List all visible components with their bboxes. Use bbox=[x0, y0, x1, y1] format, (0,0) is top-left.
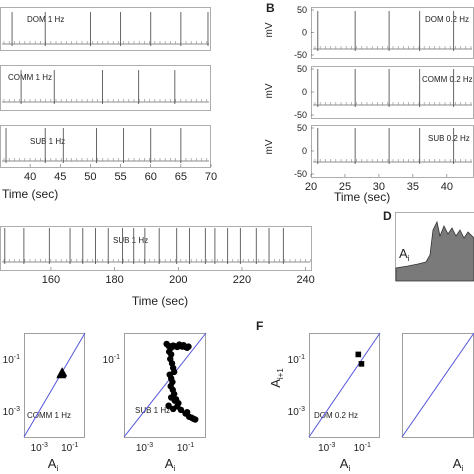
trace-annotation: DOM 1 Hz bbox=[27, 15, 64, 24]
return-map-dom-02hz: DOM 0.2 Hz Ai Ai+1 10-3 10-1 10-1 10-3 bbox=[268, 332, 381, 473]
scatter-annotation: SUB 1 Hz bbox=[135, 406, 170, 415]
x-tick-label: 10-1 bbox=[61, 442, 78, 454]
x-axis-label: Time (sec) bbox=[334, 190, 390, 204]
x-axis-label: Ai bbox=[340, 456, 351, 473]
y-tick-label: 0 bbox=[302, 87, 307, 97]
data-point bbox=[165, 402, 172, 409]
identity-line bbox=[123, 332, 207, 438]
y-tick-label: -50 bbox=[294, 169, 307, 179]
data-point bbox=[192, 416, 199, 423]
x-tick-label: 40 bbox=[24, 171, 36, 183]
y-tick-label: 10-1 bbox=[3, 354, 20, 366]
panel-label-b: B bbox=[266, 1, 275, 15]
identity-line bbox=[23, 332, 86, 438]
trace-panel-comm-1hz: COMM 1 Hz bbox=[0, 65, 211, 111]
x-axis-label: Time (sec) bbox=[132, 294, 188, 308]
scatter-annotation: COMM 1 Hz bbox=[27, 411, 71, 420]
x-tick-label: 50 bbox=[84, 171, 96, 183]
plot-frame bbox=[311, 125, 474, 178]
x-tick-label: 60 bbox=[145, 171, 157, 183]
data-point bbox=[355, 351, 362, 358]
plot-frame bbox=[0, 226, 312, 271]
y-axis-label: mV bbox=[264, 139, 275, 154]
x-tick-label: 10-3 bbox=[136, 442, 153, 454]
plot-frame bbox=[0, 65, 211, 111]
y-tick-label: -50 bbox=[294, 50, 307, 60]
return-map-comm-02hz: Ai bbox=[401, 332, 474, 473]
trace-panel-dom-02hz: DOM 0.2 Hz mV 50 0 -50 bbox=[264, 5, 474, 60]
x-axis-label: Ai bbox=[453, 456, 464, 473]
panel-label-d: D bbox=[383, 209, 392, 223]
data-point bbox=[185, 343, 192, 350]
x-tick-label: 30 bbox=[373, 181, 385, 193]
x-tick-label: 200 bbox=[169, 274, 187, 286]
y-axis-label: mV bbox=[264, 83, 275, 98]
data-point bbox=[57, 367, 68, 377]
data-point bbox=[183, 408, 191, 416]
x-tick-label: 45 bbox=[54, 171, 66, 183]
trace-annotation: DOM 0.2 Hz bbox=[425, 15, 469, 24]
x-tick-label: 160 bbox=[42, 274, 60, 286]
plot-frame bbox=[311, 7, 474, 59]
y-tick-label: 50 bbox=[297, 64, 307, 74]
x-tick-label: 220 bbox=[233, 274, 251, 286]
x-tick-label: 35 bbox=[407, 181, 419, 193]
y-tick-label: -50 bbox=[294, 110, 307, 120]
amplitude-panel: Ai bbox=[395, 212, 474, 282]
y-tick-label: 0 bbox=[302, 28, 307, 38]
x-tick-label: 10-1 bbox=[354, 442, 371, 454]
amplitude-area bbox=[395, 220, 474, 282]
trace-panel-sub-02hz: SUB 0.2 Hz mV Time (sec) 50 0 -50 20 25 30 35 4… bbox=[264, 123, 474, 204]
return-map-comm-1hz: COMM 1 Hz Ai 10-3 10-1 10-1 10-3 bbox=[3, 332, 86, 473]
y-tick-label: 50 bbox=[297, 5, 307, 15]
x-tick-label: 20 bbox=[305, 181, 317, 193]
plot-frame bbox=[311, 66, 474, 119]
trace-annotation: COMM 0.2 Hz bbox=[422, 75, 473, 84]
data-point bbox=[172, 396, 180, 403]
x-tick-label: 70 bbox=[205, 171, 217, 183]
x-axis-label: Time (sec) bbox=[2, 187, 58, 201]
x-tick-label: 180 bbox=[105, 274, 123, 286]
y-tick-label: 0 bbox=[302, 146, 307, 156]
y-tick-label: 10-3 bbox=[3, 406, 20, 418]
scatter-annotation: DOM 0.2 Hz bbox=[314, 411, 358, 420]
x-tick-label: 10-3 bbox=[318, 442, 335, 454]
trace-annotation: SUB 1 Hz bbox=[113, 236, 148, 245]
trace-panel-sub-long: SUB 1 Hz Time (sec) 160 180 200 220 240 bbox=[0, 226, 315, 308]
trace-panel-dom-1hz: DOM 1 Hz bbox=[0, 7, 211, 51]
trace-annotation: SUB 1 Hz bbox=[30, 137, 65, 146]
y-tick-label: 10-1 bbox=[103, 354, 120, 366]
amplitude-label: Ai bbox=[399, 246, 410, 263]
y-axis-label: Ai+1 bbox=[268, 368, 285, 388]
y-tick-label: 10-1 bbox=[288, 354, 305, 366]
identity-line bbox=[308, 332, 381, 438]
x-axis-label: Ai bbox=[48, 456, 59, 473]
data-point bbox=[177, 406, 185, 414]
trace-annotation: COMM 1 Hz bbox=[8, 73, 52, 82]
x-tick-label: 240 bbox=[296, 274, 314, 286]
trace-annotation: SUB 0.2 Hz bbox=[428, 134, 470, 143]
x-tick-label: 65 bbox=[175, 171, 187, 183]
x-tick-label: 55 bbox=[114, 171, 126, 183]
identity-line bbox=[401, 332, 474, 438]
trace-panel-sub-1hz: SUB 1 Hz Time (sec) 40 45 50 55 60 65 70 bbox=[0, 125, 217, 201]
x-axis-label: Ai bbox=[165, 456, 176, 473]
y-tick-label: 10-3 bbox=[288, 406, 305, 418]
return-map-sub-1hz: SUB 1 Hz Ai 10-3 10-1 10-1 bbox=[103, 332, 207, 473]
x-tick-label: 10-3 bbox=[31, 442, 48, 454]
x-tick-label: 25 bbox=[339, 181, 351, 193]
trace-panel-comm-02hz: COMM 0.2 Hz mV 50 0 -50 bbox=[264, 64, 474, 120]
y-axis-label: mV bbox=[264, 22, 275, 37]
panel-label-f: F bbox=[256, 319, 263, 333]
x-tick-label: 40 bbox=[441, 181, 453, 193]
y-tick-label: 50 bbox=[297, 123, 307, 133]
data-point bbox=[358, 361, 365, 367]
x-tick-label: 10-1 bbox=[177, 442, 194, 454]
